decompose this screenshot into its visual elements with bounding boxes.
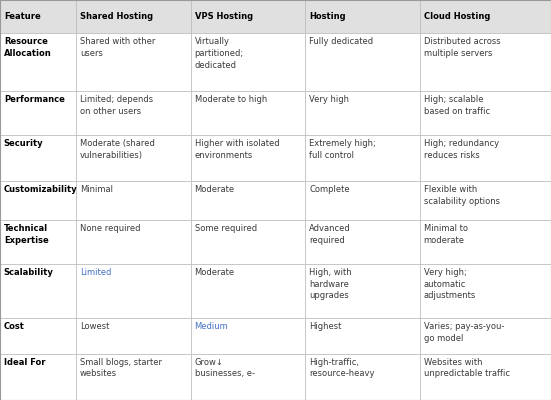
Bar [305,135,420,181]
Text: Cloud Hosting: Cloud Hosting [424,12,490,21]
Text: Performance: Performance [4,95,64,104]
Text: Customizability: Customizability [4,185,78,194]
Text: Advanced
required: Advanced required [309,224,351,245]
Bar [191,264,305,318]
Text: Limited; depends
on other users: Limited; depends on other users [80,95,153,116]
Bar [76,33,191,91]
Text: High; scalable
based on traffic: High; scalable based on traffic [424,95,490,116]
Bar [191,135,305,181]
Bar [191,220,305,264]
Text: Websites with
unpredictable traffic: Websites with unpredictable traffic [424,358,510,378]
Text: Scalability: Scalability [4,268,54,277]
Bar [76,354,191,400]
Bar [305,318,420,354]
Bar [305,354,420,400]
Text: Complete: Complete [309,185,350,194]
Text: Very high;
automatic
adjustments: Very high; automatic adjustments [424,268,476,300]
Text: None required: None required [80,224,141,233]
Text: Technical
Expertise: Technical Expertise [4,224,48,245]
Bar [305,264,420,318]
Bar [420,33,551,91]
Text: Medium: Medium [195,322,228,331]
Bar [305,220,420,264]
Text: Moderate: Moderate [195,185,235,194]
Bar [0,354,76,400]
Text: Security: Security [4,139,44,148]
Text: Grow↓
businesses, e-: Grow↓ businesses, e- [195,358,255,378]
Text: Lowest: Lowest [80,322,109,331]
Bar [420,220,551,264]
Text: High-traffic,
resource-heavy: High-traffic, resource-heavy [309,358,375,378]
Text: Feature: Feature [4,12,41,21]
Text: High, with
hardware
upgrades: High, with hardware upgrades [309,268,352,300]
Bar [420,91,551,135]
Text: High; redundancy
reduces risks: High; redundancy reduces risks [424,139,499,160]
Text: Fully dedicated: Fully dedicated [309,37,373,46]
Bar [420,354,551,400]
Text: Moderate to high: Moderate to high [195,95,267,104]
Text: Small blogs, starter
websites: Small blogs, starter websites [80,358,162,378]
Bar [76,264,191,318]
Text: Virtually
partitioned;
dedicated: Virtually partitioned; dedicated [195,37,244,70]
Bar [305,181,420,220]
Bar [0,181,76,220]
Bar [76,181,191,220]
Bar [0,318,76,354]
Text: Distributed across
multiple servers: Distributed across multiple servers [424,37,500,58]
Text: Shared Hosting: Shared Hosting [80,12,153,21]
Bar [420,0,551,33]
Text: Some required: Some required [195,224,257,233]
Bar [0,0,76,33]
Text: Moderate (shared
vulnerabilities): Moderate (shared vulnerabilities) [80,139,155,160]
Bar [76,318,191,354]
Bar [191,91,305,135]
Text: Minimal to
moderate: Minimal to moderate [424,224,468,245]
Bar [191,318,305,354]
Text: Resource
Allocation: Resource Allocation [4,37,52,58]
Text: Varies; pay-as-you-
go model: Varies; pay-as-you- go model [424,322,504,343]
Bar [305,33,420,91]
Text: Extremely high;
full control: Extremely high; full control [309,139,376,160]
Bar [76,0,191,33]
Bar [0,264,76,318]
Bar [0,135,76,181]
Text: Moderate: Moderate [195,268,235,277]
Bar [0,33,76,91]
Bar [420,181,551,220]
Bar [0,91,76,135]
Text: Flexible with
scalability options: Flexible with scalability options [424,185,500,206]
Text: Higher with isolated
environments: Higher with isolated environments [195,139,279,160]
Bar [191,181,305,220]
Text: Shared with other
users: Shared with other users [80,37,155,58]
Text: Cost: Cost [4,322,25,331]
Bar [305,91,420,135]
Text: Limited: Limited [80,268,111,277]
Text: Hosting: Hosting [309,12,345,21]
Bar [305,0,420,33]
Bar [0,220,76,264]
Bar [76,220,191,264]
Text: VPS Hosting: VPS Hosting [195,12,252,21]
Bar [191,354,305,400]
Text: Very high: Very high [309,95,349,104]
Text: Minimal: Minimal [80,185,113,194]
Bar [420,264,551,318]
Bar [420,318,551,354]
Bar [76,135,191,181]
Bar [420,135,551,181]
Text: Ideal For: Ideal For [4,358,45,367]
Bar [191,0,305,33]
Bar [76,91,191,135]
Bar [191,33,305,91]
Text: Highest: Highest [309,322,342,331]
